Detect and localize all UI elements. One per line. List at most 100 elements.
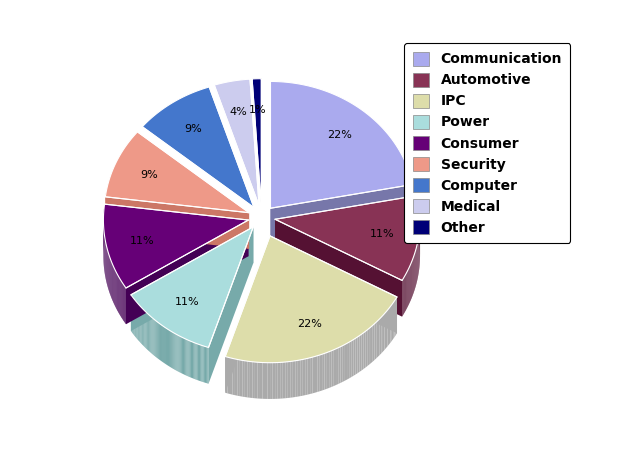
Polygon shape — [126, 220, 248, 324]
Text: 9%: 9% — [140, 170, 158, 180]
Polygon shape — [175, 334, 176, 371]
Polygon shape — [376, 320, 378, 358]
Polygon shape — [341, 346, 343, 383]
Polygon shape — [334, 349, 336, 386]
Polygon shape — [396, 297, 397, 335]
Polygon shape — [166, 328, 167, 365]
Polygon shape — [367, 328, 369, 366]
Polygon shape — [124, 285, 125, 323]
Polygon shape — [190, 341, 191, 377]
Polygon shape — [161, 325, 162, 361]
Polygon shape — [199, 344, 200, 381]
Polygon shape — [106, 197, 249, 249]
Polygon shape — [123, 284, 124, 322]
Polygon shape — [270, 184, 413, 245]
Polygon shape — [293, 361, 295, 397]
Text: 1%: 1% — [249, 106, 267, 116]
Polygon shape — [283, 362, 285, 399]
Polygon shape — [394, 299, 396, 337]
Polygon shape — [157, 322, 158, 359]
Polygon shape — [347, 342, 349, 380]
Polygon shape — [168, 329, 169, 366]
Polygon shape — [179, 336, 181, 373]
Polygon shape — [178, 335, 179, 372]
Polygon shape — [322, 353, 324, 390]
Polygon shape — [156, 321, 157, 358]
Polygon shape — [353, 338, 355, 376]
Polygon shape — [181, 337, 182, 373]
Polygon shape — [193, 342, 194, 379]
Polygon shape — [386, 310, 387, 348]
Polygon shape — [204, 346, 205, 383]
Polygon shape — [369, 327, 371, 365]
Polygon shape — [147, 313, 148, 350]
Polygon shape — [358, 336, 360, 373]
Polygon shape — [393, 301, 394, 339]
Polygon shape — [332, 350, 334, 387]
Polygon shape — [250, 361, 252, 398]
Polygon shape — [206, 347, 207, 383]
Polygon shape — [172, 332, 173, 369]
Polygon shape — [106, 132, 249, 213]
Polygon shape — [275, 219, 402, 317]
Polygon shape — [270, 236, 397, 333]
Polygon shape — [142, 308, 143, 345]
Polygon shape — [285, 362, 288, 398]
Polygon shape — [391, 304, 392, 342]
Polygon shape — [389, 306, 391, 345]
Polygon shape — [381, 315, 383, 353]
Polygon shape — [200, 345, 202, 381]
Polygon shape — [298, 360, 300, 396]
Polygon shape — [255, 362, 257, 399]
Polygon shape — [375, 322, 376, 360]
Polygon shape — [233, 358, 235, 395]
Polygon shape — [295, 360, 298, 397]
Polygon shape — [392, 303, 393, 341]
Polygon shape — [262, 362, 265, 399]
Polygon shape — [164, 327, 165, 364]
Polygon shape — [252, 79, 261, 206]
Polygon shape — [378, 319, 380, 357]
Polygon shape — [136, 301, 137, 338]
Polygon shape — [182, 337, 183, 374]
Polygon shape — [134, 299, 135, 336]
Polygon shape — [275, 362, 277, 399]
Polygon shape — [207, 347, 209, 384]
Polygon shape — [363, 332, 365, 369]
Polygon shape — [149, 315, 150, 352]
Polygon shape — [305, 358, 308, 395]
Polygon shape — [225, 357, 228, 393]
Polygon shape — [380, 317, 381, 355]
Text: 11%: 11% — [370, 229, 395, 239]
Polygon shape — [125, 287, 126, 324]
Polygon shape — [310, 357, 313, 394]
Polygon shape — [373, 324, 375, 361]
Polygon shape — [240, 360, 242, 397]
Polygon shape — [163, 326, 164, 363]
Polygon shape — [186, 339, 188, 376]
Polygon shape — [270, 82, 413, 208]
Polygon shape — [140, 307, 142, 344]
Polygon shape — [272, 362, 275, 399]
Polygon shape — [197, 343, 198, 380]
Polygon shape — [265, 363, 267, 399]
Polygon shape — [349, 341, 351, 378]
Polygon shape — [383, 313, 384, 352]
Polygon shape — [132, 297, 133, 334]
Polygon shape — [191, 341, 192, 378]
Polygon shape — [198, 344, 199, 381]
Polygon shape — [277, 362, 280, 399]
Polygon shape — [160, 324, 161, 361]
Polygon shape — [320, 354, 322, 391]
Polygon shape — [131, 296, 132, 333]
Polygon shape — [275, 196, 420, 280]
Text: 11%: 11% — [130, 236, 155, 246]
Text: 4%: 4% — [230, 107, 248, 117]
Polygon shape — [209, 227, 253, 384]
Polygon shape — [185, 339, 186, 376]
Polygon shape — [171, 331, 172, 368]
Polygon shape — [362, 333, 363, 371]
Polygon shape — [142, 87, 254, 207]
Polygon shape — [176, 334, 178, 371]
Polygon shape — [188, 340, 190, 377]
